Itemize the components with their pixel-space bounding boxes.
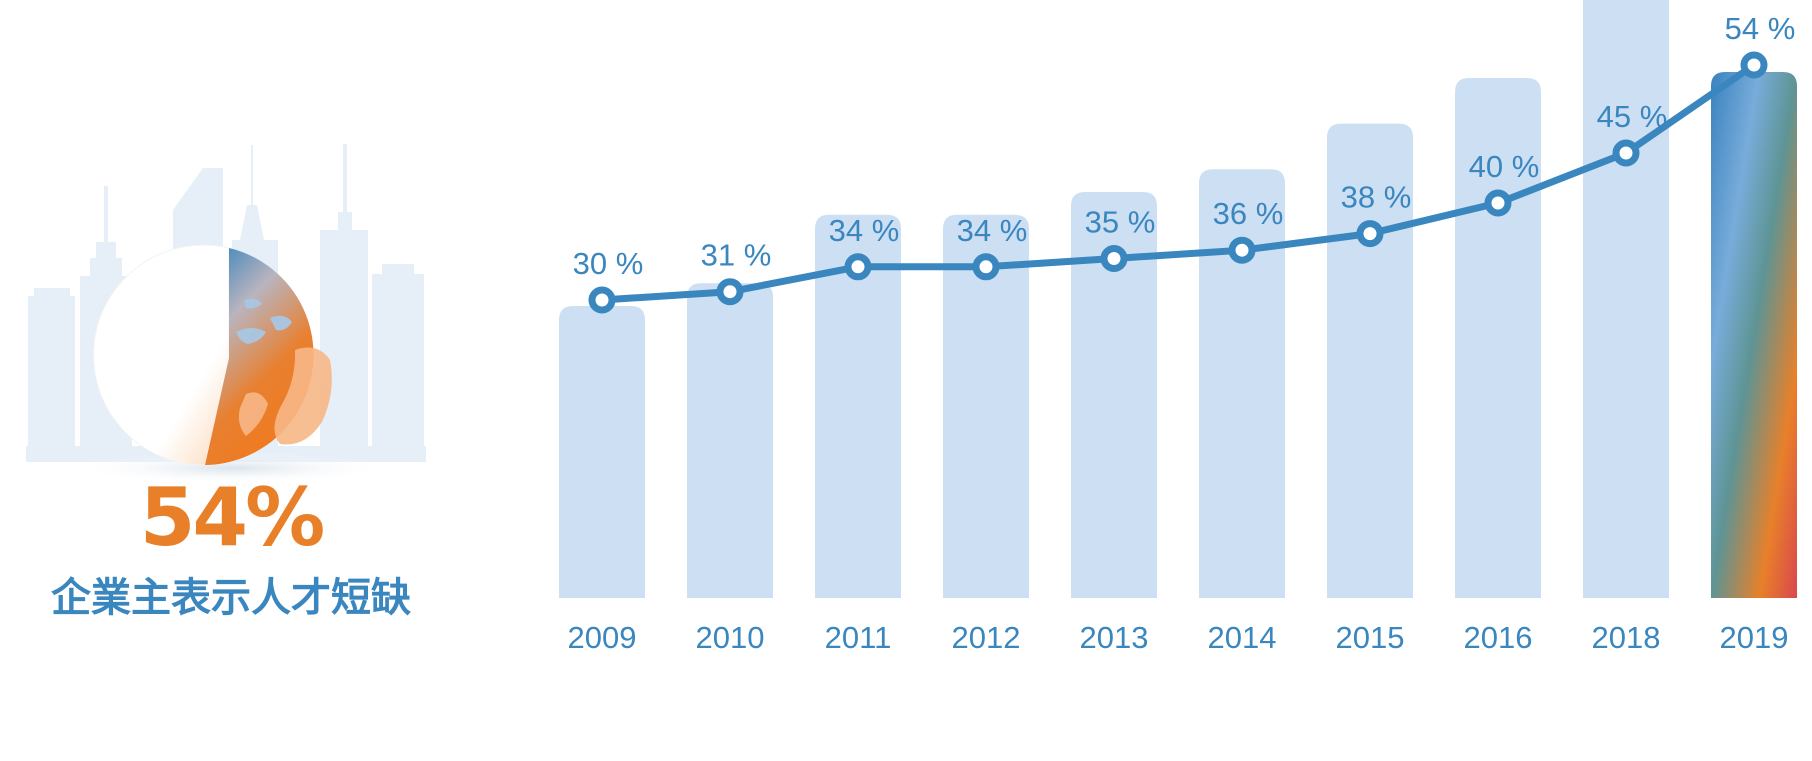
x-axis-labels: 2009 2010 2011 2012 2013 2014 2015 2016 2018 2019 [568,620,1789,655]
value-label-2012: 34 % [957,213,1028,248]
trend-line [598,61,1758,304]
value-label-2019: 54 % [1725,11,1796,46]
x-label-2018: 2018 [1592,620,1661,655]
value-label-2014: 36 % [1213,196,1284,231]
point-2013 [1100,245,1128,272]
x-label-2015: 2015 [1336,620,1405,655]
value-label-2016: 40 % [1469,149,1540,184]
point-2010 [716,278,744,306]
bar-2012 [943,214,1029,599]
value-label-2009: 30 % [573,246,644,281]
globe-pie-icon [93,244,332,466]
x-label-2014: 2014 [1208,620,1277,655]
x-label-2011: 2011 [825,620,892,655]
bar-series [559,0,1797,599]
x-label-2009: 2009 [568,620,637,655]
trend-points [588,51,1768,314]
x-label-2012: 2012 [952,620,1021,655]
shortage-caption: 企業主表示人才短缺 [51,575,411,621]
value-labels: 30 % 31 % 34 % 34 % 35 % 36 % 38 % 40 % 45 % 54 % [573,11,1796,281]
skyline-globe-illustration [26,144,426,480]
value-label-2018: 45 % [1597,99,1668,134]
x-label-2016: 2016 [1464,620,1533,655]
bar-2014 [1199,169,1285,598]
bar-2009 [559,306,645,598]
value-label-2010: 31 % [701,238,772,273]
point-2009 [588,286,616,314]
point-2019 [1740,51,1768,79]
x-label-2019: 2019 [1720,620,1789,655]
point-2012 [972,253,1000,281]
shortage-percentage: 54% [139,471,325,564]
bar-2018 [1583,0,1669,598]
point-2015 [1356,220,1384,248]
point-2016 [1484,189,1512,217]
point-2014 [1228,236,1256,264]
bar-2013 [1071,192,1157,598]
point-2011 [844,253,872,281]
bar-2019 [1711,72,1797,598]
x-label-2010: 2010 [696,620,765,655]
bar-2011 [815,214,901,599]
point-2018 [1612,139,1640,167]
value-label-2011: 34 % [829,213,900,248]
bar-2015 [1327,123,1413,598]
value-label-2015: 38 % [1341,180,1412,215]
value-label-2013: 35 % [1085,205,1156,240]
globe-shadow [72,452,392,480]
bar-2010 [687,283,773,598]
x-label-2013: 2013 [1080,620,1149,655]
